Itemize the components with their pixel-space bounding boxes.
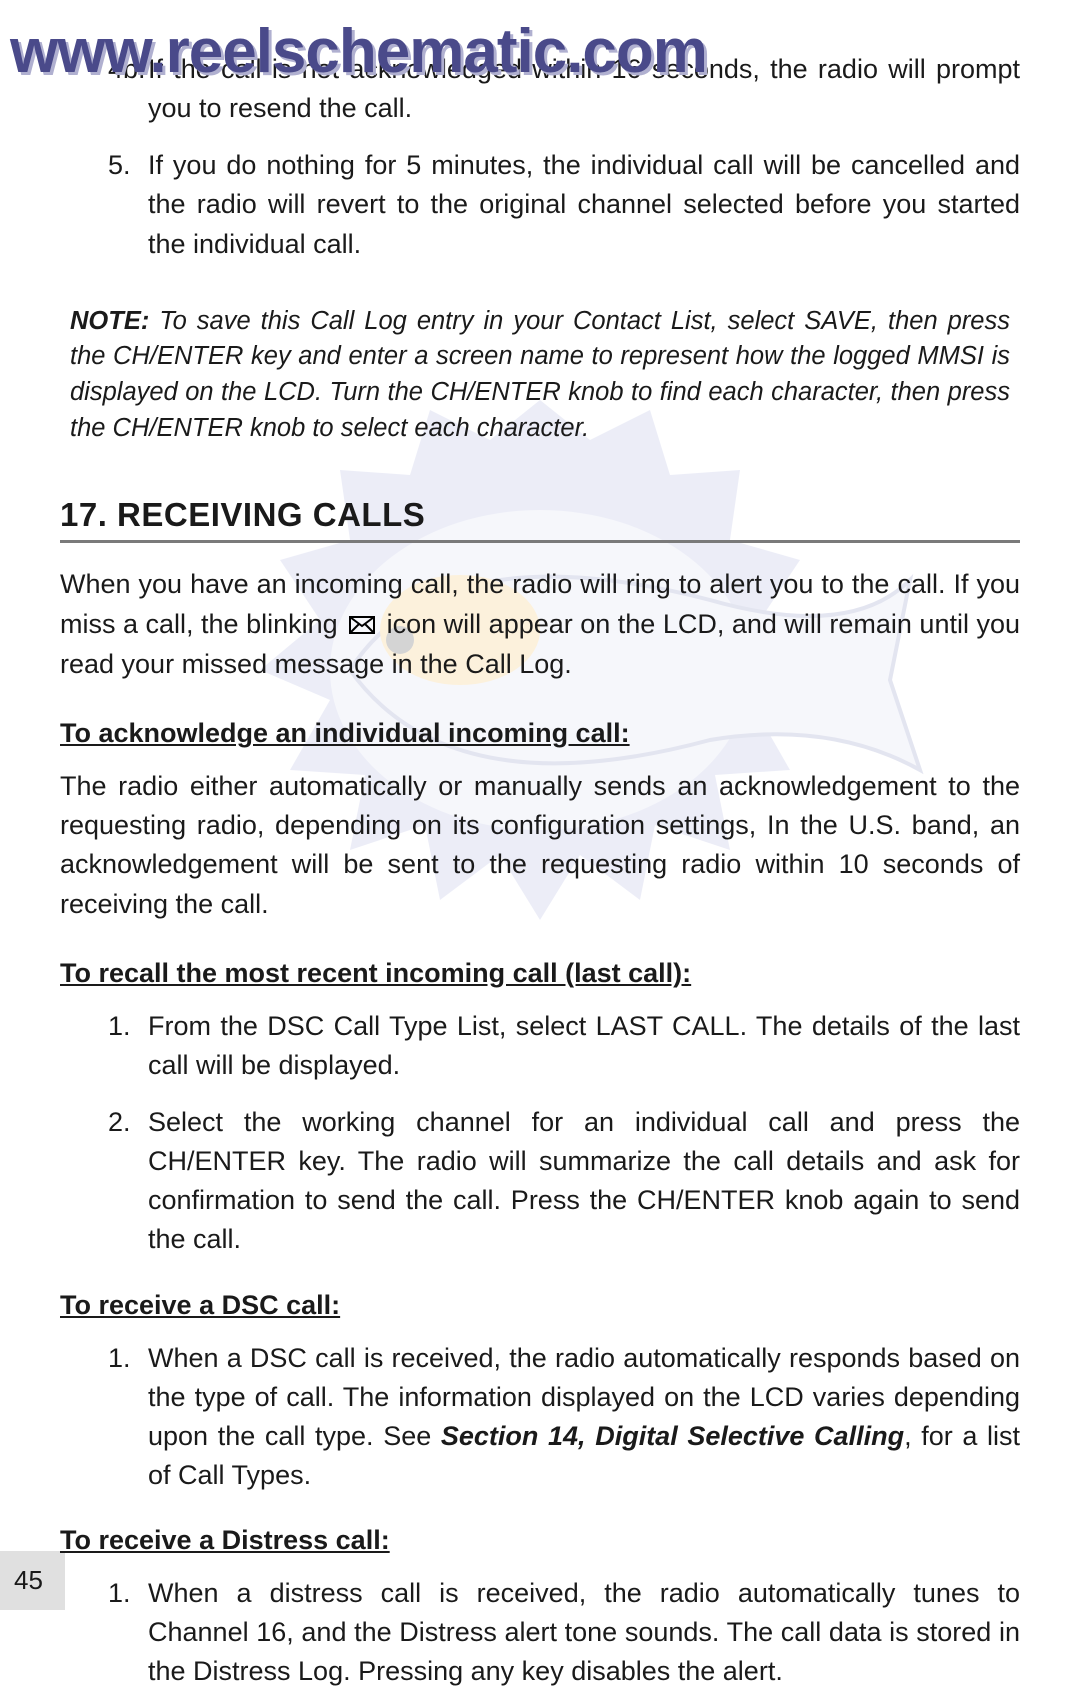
acknowledge-paragraph: The radio either automatically or manual… xyxy=(60,767,1020,924)
list-text: When a DSC call is received, the radio a… xyxy=(148,1339,1020,1496)
subheading-dsc: To receive a DSC call: xyxy=(60,1290,1020,1321)
subheading-acknowledge: To acknowledge an individual incoming ca… xyxy=(60,718,1020,749)
dsc-list: 1. When a DSC call is received, the radi… xyxy=(100,1339,1020,1496)
list-item-4b: 4b. If the call is not acknowledged with… xyxy=(100,50,1020,128)
list-item: 2. Select the working channel for an ind… xyxy=(100,1103,1020,1260)
note-label: NOTE: xyxy=(70,307,149,335)
list-item-5: 5. If you do nothing for 5 minutes, the … xyxy=(100,146,1020,263)
list-text: From the DSC Call Type List, select LAST… xyxy=(148,1007,1020,1085)
subheading-recall: To recall the most recent incoming call … xyxy=(60,958,1020,989)
note-text: To save this Call Log entry in your Cont… xyxy=(70,307,1010,442)
list-item: 1. When a DSC call is received, the radi… xyxy=(100,1339,1020,1496)
list-item: 1. When a distress call is received, the… xyxy=(100,1574,1020,1691)
list-number: 4b. xyxy=(100,50,148,128)
list-number: 1. xyxy=(100,1574,148,1691)
distress-list: 1. When a distress call is received, the… xyxy=(100,1574,1020,1691)
list-text: If the call is not acknowledged within 1… xyxy=(148,50,1020,128)
list-text: If you do nothing for 5 minutes, the ind… xyxy=(148,146,1020,263)
list-text: When a distress call is received, the ra… xyxy=(148,1574,1020,1691)
intro-paragraph: When you have an incoming call, the radi… xyxy=(60,565,1020,684)
list-text: Select the working channel for an indivi… xyxy=(148,1103,1020,1260)
section-heading: 17. RECEIVING CALLS xyxy=(60,496,1020,543)
list-number: 5. xyxy=(100,146,148,263)
page-content: 4b. If the call is not acknowledged with… xyxy=(0,0,1080,1692)
list-number: 1. xyxy=(100,1339,148,1496)
note-block: NOTE: To save this Call Log entry in you… xyxy=(70,304,1010,447)
list-item: 1. From the DSC Call Type List, select L… xyxy=(100,1007,1020,1085)
section-ref: Section 14, Digital Selective Calling xyxy=(441,1421,904,1451)
list-number: 2. xyxy=(100,1103,148,1260)
envelope-icon xyxy=(349,606,375,645)
list-number: 1. xyxy=(100,1007,148,1085)
recall-list: 1. From the DSC Call Type List, select L… xyxy=(100,1007,1020,1260)
subheading-distress: To receive a Distress call: xyxy=(60,1525,1020,1556)
